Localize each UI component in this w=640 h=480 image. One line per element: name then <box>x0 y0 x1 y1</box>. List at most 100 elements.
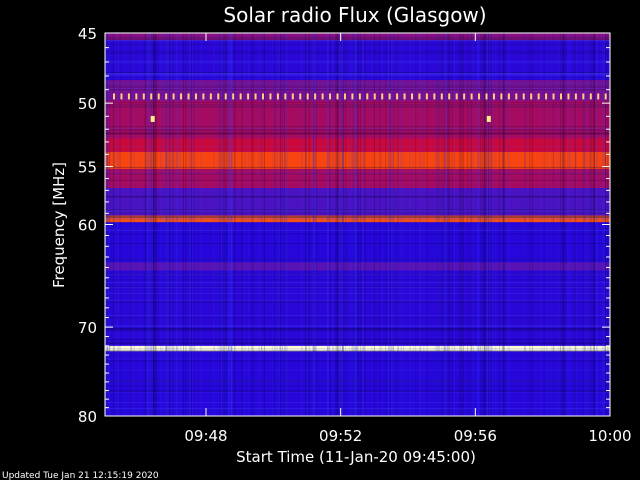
noise-streak <box>119 33 121 416</box>
noise-line <box>105 74 610 76</box>
noise-streak <box>139 33 141 416</box>
noise-streak <box>156 33 158 416</box>
noise-line <box>105 39 610 41</box>
noise-streak <box>487 33 489 416</box>
noise-line <box>105 343 610 345</box>
noise-streak <box>131 33 133 416</box>
noise-streak <box>172 33 174 416</box>
noise-line <box>105 127 610 129</box>
interference-dot <box>582 93 585 100</box>
frequency-band <box>105 80 610 101</box>
noise-streak <box>342 33 344 416</box>
frequency-band <box>105 215 610 223</box>
frequency-band <box>105 40 610 81</box>
noise-line <box>105 325 610 327</box>
interference-dot <box>604 93 607 100</box>
noise-streak <box>244 33 246 416</box>
noise-line <box>105 327 610 329</box>
noise-line <box>105 327 610 329</box>
noise-line <box>105 273 610 275</box>
noise-streak <box>559 33 561 416</box>
noise-streak <box>360 33 362 416</box>
noise-streak <box>217 33 219 416</box>
noise-line <box>105 385 610 387</box>
noise-streak <box>182 33 184 416</box>
noise-streak <box>419 33 421 416</box>
frequency-band <box>105 262 610 271</box>
noise-streak <box>153 33 155 416</box>
noise-line <box>105 408 610 410</box>
noise-line <box>105 380 610 382</box>
noise-line <box>105 102 610 104</box>
chart-title: Solar radio Flux (Glasgow) <box>223 3 486 27</box>
noise-streak <box>546 33 548 416</box>
noise-streak <box>281 33 283 416</box>
noise-streak <box>381 33 383 416</box>
noise-line <box>105 329 610 331</box>
frequency-band <box>105 100 610 139</box>
noise-streak <box>223 33 225 416</box>
noise-streak <box>594 33 596 416</box>
noise-streak <box>409 33 411 416</box>
interference-dot <box>329 93 332 100</box>
noise-streak <box>133 33 135 416</box>
interference-dot <box>291 93 294 100</box>
noise-streak <box>152 33 154 416</box>
noise-streak <box>337 33 339 416</box>
noise-streak <box>231 33 233 416</box>
noise-streak <box>582 33 584 416</box>
noise-line <box>105 229 610 231</box>
frequency-band <box>105 345 610 352</box>
noise-streak <box>388 33 390 416</box>
noise-streak <box>165 33 167 416</box>
noise-streak <box>338 33 340 416</box>
noise-streak <box>560 33 562 416</box>
noise-streak <box>355 33 357 416</box>
noise-streak <box>587 33 589 416</box>
interference-dot <box>455 93 458 100</box>
noise-streak <box>314 33 316 416</box>
noise-streak <box>219 33 221 416</box>
noise-streak <box>222 33 224 416</box>
noise-streak <box>448 33 450 416</box>
noise-streak <box>228 33 230 416</box>
noise-streak <box>551 33 553 416</box>
noise-streak <box>502 33 504 416</box>
noise-streak <box>332 33 334 416</box>
noise-streak <box>234 33 236 416</box>
interference-dot <box>358 93 361 100</box>
interference-dot <box>239 93 242 100</box>
noise-streak <box>189 33 191 416</box>
noise-streak <box>553 33 555 416</box>
noise-line <box>105 350 610 352</box>
noise-line <box>105 216 610 218</box>
interference-dot <box>187 93 190 100</box>
noise-line <box>105 74 610 76</box>
band-layer <box>105 33 610 416</box>
x-axis-label: Start Time (11-Jan-20 09:45:00) <box>236 448 476 466</box>
interference-dot <box>157 93 160 100</box>
noise-streak <box>371 33 373 416</box>
interference-dot <box>366 93 369 100</box>
noise-line <box>105 172 610 174</box>
noise-streak <box>167 33 169 416</box>
noise-streak <box>451 33 453 416</box>
y-tick-label: 55 <box>78 159 97 177</box>
noise-line <box>105 279 610 281</box>
noise-streak <box>332 33 334 416</box>
noise-streak <box>434 33 436 416</box>
updated-timestamp: Updated Tue Jan 21 12:15:19 2020 <box>2 471 159 480</box>
x-tick-label: 10:00 <box>588 427 631 445</box>
noise-streak <box>444 33 446 416</box>
noise-streak <box>348 33 350 416</box>
noise-streak <box>336 33 338 416</box>
noise-streak <box>151 33 153 416</box>
interference-dot <box>545 93 548 100</box>
noise-streak <box>485 33 487 416</box>
noise-streak <box>426 33 428 416</box>
interference-dot <box>411 93 413 100</box>
noise-streak <box>151 33 153 416</box>
noise-streak <box>228 33 230 416</box>
noise-line <box>105 243 610 245</box>
